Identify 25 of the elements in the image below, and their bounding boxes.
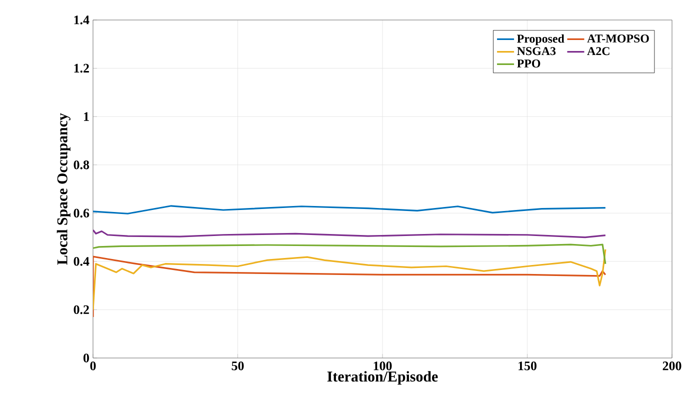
y-tick-label: 0.8 <box>74 160 90 170</box>
y-tick-label: 0.6 <box>74 208 90 218</box>
x-tick-label: 50 <box>232 362 244 370</box>
x-tick-label: 100 <box>374 362 392 370</box>
legend-label: A2C <box>587 47 610 56</box>
y-tick-label: 0.2 <box>74 305 89 314</box>
y-tick-label: 0.4 <box>74 257 90 266</box>
legend-label: Proposed <box>517 34 564 46</box>
x-axis-title: Iteration/Episode <box>327 371 438 385</box>
line-series <box>93 205 606 214</box>
y-tick-label: 1.4 <box>74 16 90 24</box>
y-tick-label: 0 <box>84 354 89 362</box>
y-axis-title: Local Space Occupancy <box>56 113 70 265</box>
legend-label: AT-MOPSO <box>587 34 649 43</box>
legend-label: PPO <box>517 59 540 68</box>
x-tick-label: 150 <box>518 362 536 370</box>
line-series <box>93 229 606 238</box>
x-tick-label: 0 <box>90 362 96 370</box>
legend-label: NSGA3 <box>517 47 556 56</box>
line-series <box>93 248 606 311</box>
y-tick-label: 1 <box>84 112 89 121</box>
y-tick-label: 1.2 <box>74 64 89 73</box>
x-tick-label: 200 <box>662 362 682 370</box>
line-series <box>93 256 606 318</box>
line-series <box>93 244 606 265</box>
